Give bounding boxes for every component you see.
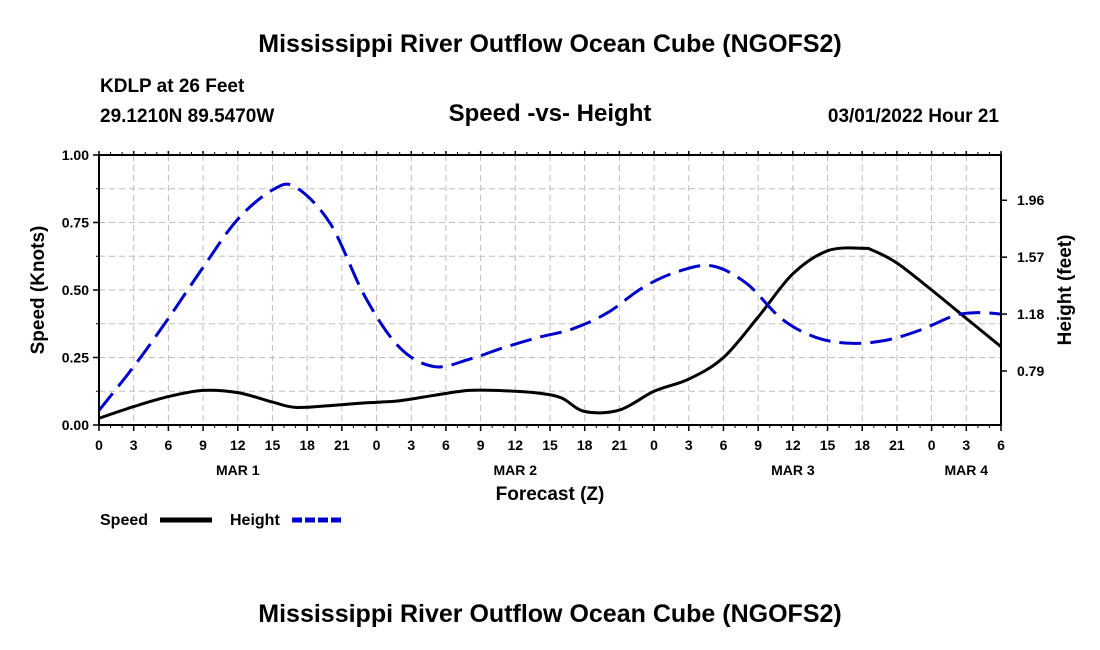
y-tick-label-left: 0.25 [62, 350, 89, 366]
y-tick-label-left: 0.75 [62, 215, 89, 231]
x-tick-label: 6 [997, 437, 1005, 453]
grid-lines [99, 155, 1001, 425]
x-tick-label: 18 [854, 437, 870, 453]
x-tick-label: 15 [542, 437, 558, 453]
x-tick-label: 12 [508, 437, 524, 453]
x-tick-label: 21 [612, 437, 628, 453]
chart-title-bottom: Mississippi River Outflow Ocean Cube (NG… [258, 600, 842, 628]
station-label: KDLP at 26 Feet [100, 76, 245, 97]
series-lines [97, 182, 1002, 420]
legend: Speed Height [100, 512, 342, 529]
chart-title-top: Mississippi River Outflow Ocean Cube (NG… [258, 30, 842, 58]
x-tick-label: 3 [407, 437, 415, 453]
x-tick-label: 15 [820, 437, 836, 453]
x-tick-label: 9 [754, 437, 762, 453]
x-tick-label: 21 [889, 437, 905, 453]
x-tick-label: 3 [130, 437, 138, 453]
x-tick-label: 3 [685, 437, 693, 453]
y-tick-label-right: 0.79 [1017, 363, 1044, 379]
x-tick-label: 0 [373, 437, 381, 453]
x-tick-label: 6 [442, 437, 450, 453]
x-tick-label: 15 [265, 437, 281, 453]
x-tick-label: 0 [928, 437, 936, 453]
y-tick-label-right: 1.57 [1017, 249, 1044, 265]
y-tick-label-left: 1.00 [62, 147, 89, 163]
y-axis-label-left: Speed (Knots) [28, 226, 49, 355]
x-tick-label: 12 [785, 437, 801, 453]
x-tick-label: 0 [95, 437, 103, 453]
legend-label-speed: Speed [100, 512, 148, 529]
legend-label-height: Height [230, 512, 280, 529]
x-tick-label: 9 [477, 437, 485, 453]
x-day-label: MAR 4 [945, 462, 989, 478]
axis-ticks: 0 3 6 9 12 15 18 21 0 3 6 9 12 15 18 21 0 3 6 9 12 15 18 21 0 3 6M… [62, 147, 1045, 478]
x-tick-label: 6 [164, 437, 172, 453]
x-day-label: MAR 1 [216, 462, 260, 478]
x-tick-label: 21 [334, 437, 350, 453]
series-speed-line [98, 246, 1002, 420]
x-tick-label: 18 [299, 437, 315, 453]
y-axis-label-right: Height (feet) [1055, 235, 1076, 346]
y-tick-label-right: 1.96 [1017, 192, 1044, 208]
chart-subtitle: Speed -vs- Height [448, 100, 652, 127]
forecast-timestamp: 03/01/2022 Hour 21 [827, 106, 999, 127]
x-tick-label: 18 [577, 437, 593, 453]
y-tick-label-left: 0.00 [62, 417, 89, 433]
x-axis-label: Forecast (Z) [496, 484, 605, 505]
series-height-line [97, 182, 1002, 412]
station-coords: 29.1210N 89.5470W [100, 106, 275, 127]
y-tick-label-left: 0.50 [62, 282, 89, 298]
x-day-label: MAR 3 [771, 462, 815, 478]
x-tick-label: 6 [720, 437, 728, 453]
x-tick-label: 9 [199, 437, 207, 453]
x-tick-label: 3 [962, 437, 970, 453]
x-tick-label: 12 [230, 437, 246, 453]
x-day-label: MAR 2 [494, 462, 538, 478]
x-tick-label: 0 [650, 437, 658, 453]
y-tick-label-right: 1.18 [1017, 306, 1044, 322]
